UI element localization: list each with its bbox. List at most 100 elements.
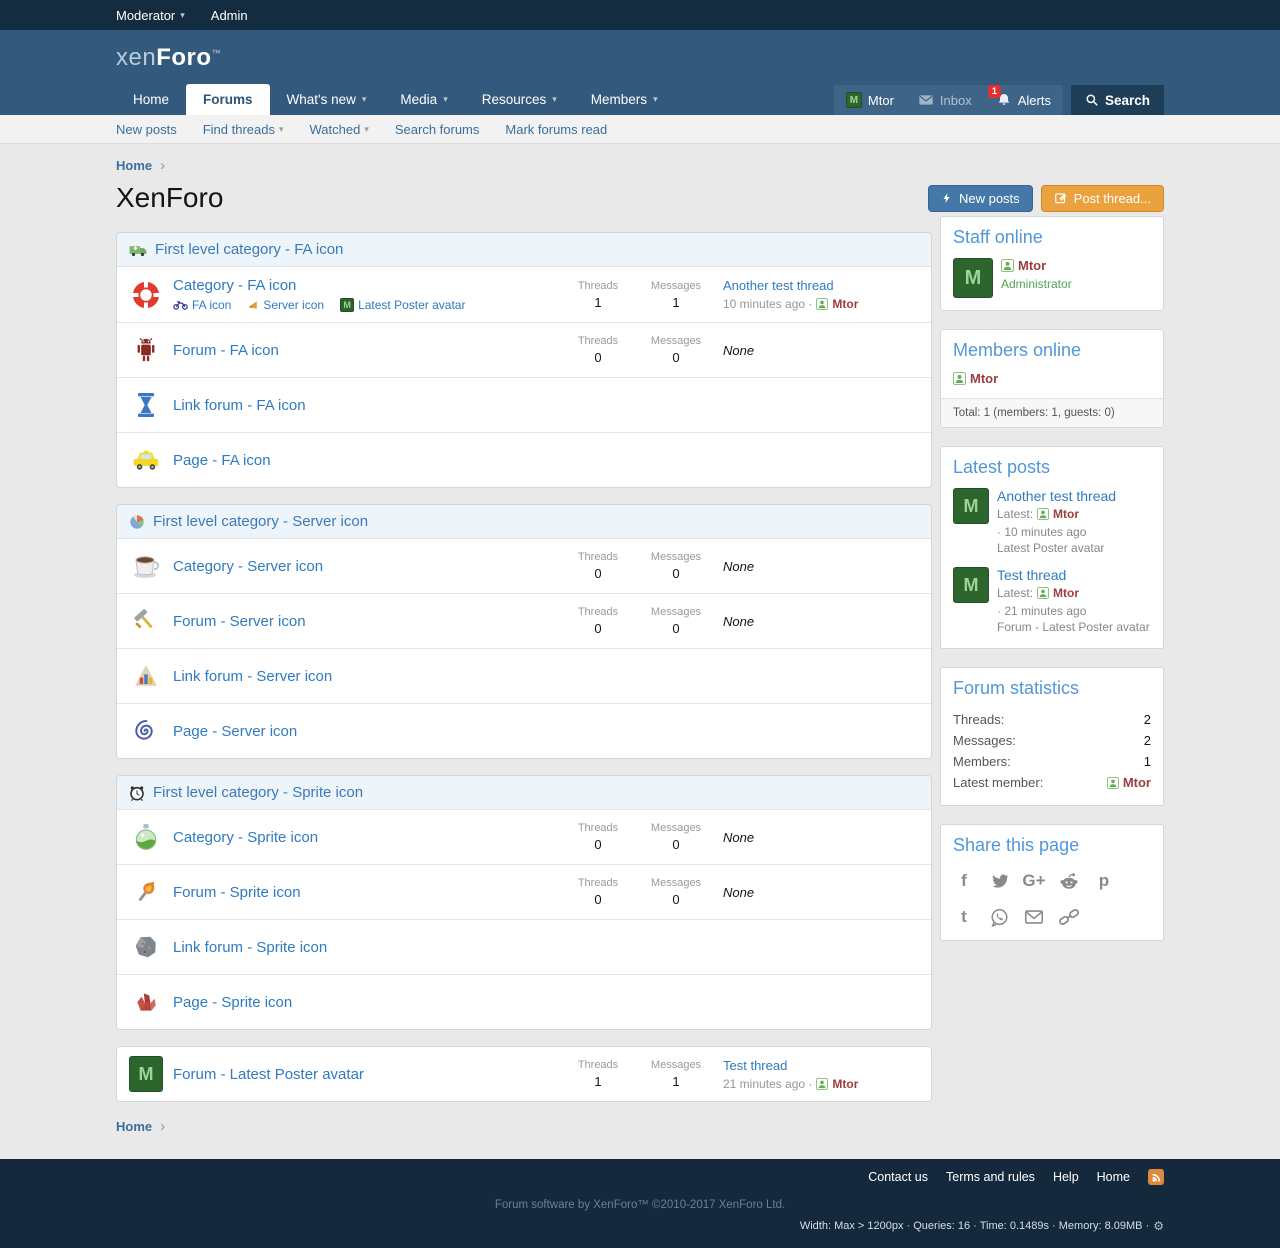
google-plus-icon[interactable]: G+ <box>1022 871 1046 890</box>
taxi-icon <box>129 443 163 477</box>
tumblr-icon[interactable]: t <box>961 907 967 926</box>
avatar[interactable]: M <box>953 258 993 298</box>
inbox-tab[interactable]: Inbox <box>905 85 984 115</box>
ambulance-icon <box>129 243 147 257</box>
latest-post-link[interactable]: Another test thread <box>997 488 1117 504</box>
reddit-icon[interactable] <box>1058 870 1080 892</box>
threads-stat: Threads 0 <box>577 822 619 852</box>
sub-forum-link[interactable]: Server icon <box>247 298 324 312</box>
username-link[interactable]: Mtor <box>832 297 859 311</box>
pie-chart-icon <box>129 514 145 530</box>
horn-icon <box>247 299 259 311</box>
subnav-mark-forums-read[interactable]: Mark forums read <box>505 121 608 137</box>
username-link[interactable]: Mtor <box>1018 258 1047 273</box>
new-posts-button[interactable]: New posts <box>927 184 1033 212</box>
subnav-watched[interactable]: Watched ▾ <box>309 121 369 137</box>
node-title-link[interactable]: Forum - Sprite icon <box>173 883 301 901</box>
category-block-header: First level category - Server icon <box>117 505 931 539</box>
admin-link[interactable]: Admin <box>210 7 248 23</box>
nav-tab-home[interactable]: Home <box>133 92 170 107</box>
node-title-link[interactable]: Category - Server icon <box>173 557 324 575</box>
post-thread-button[interactable]: Post thread... <box>1040 184 1164 212</box>
node-title-link[interactable]: Link forum - Sprite icon <box>173 938 328 956</box>
username-link[interactable]: Mtor <box>1053 586 1080 600</box>
link-icon[interactable] <box>1058 906 1080 928</box>
avatar[interactable]: M <box>953 567 989 603</box>
node-title-link[interactable]: Link forum - Server icon <box>173 667 333 685</box>
category-title-link[interactable]: First level category - FA icon <box>155 241 344 258</box>
node-title-link[interactable]: Page - Sprite icon <box>173 993 293 1011</box>
nav-tab-resources[interactable]: Resources ▾ <box>481 92 557 107</box>
node-title-link[interactable]: Category - Sprite icon <box>173 828 319 846</box>
email-icon[interactable] <box>1023 906 1045 928</box>
username-link[interactable]: Mtor <box>970 371 999 386</box>
subnav-new-posts[interactable]: New posts <box>116 121 177 137</box>
username-link[interactable]: Mtor <box>832 1076 859 1091</box>
xenforo-logo[interactable]: xenForo™ <box>116 44 222 71</box>
breadcrumb: Home › <box>116 157 1164 174</box>
last-post-link[interactable]: Test thread <box>723 1057 788 1073</box>
nav-tab-forums[interactable]: Forums <box>186 84 270 115</box>
category-title-link[interactable]: First level category - Sprite icon <box>153 784 364 801</box>
stat-row: Messages: 2 <box>953 733 1151 748</box>
username-link[interactable]: Mtor <box>1122 775 1151 790</box>
forum-row: Page - Sprite icon <box>117 974 931 1029</box>
search-button[interactable]: Search <box>1070 85 1164 115</box>
node-title-link[interactable]: Page - Server icon <box>173 722 298 740</box>
node-title-link[interactable]: Forum - Latest Poster avatar <box>173 1065 364 1083</box>
username-link[interactable]: Mtor <box>1053 507 1080 521</box>
subnav-find-threads[interactable]: Find threads ▾ <box>202 121 284 137</box>
account-tab[interactable]: M Mtor <box>833 85 906 115</box>
chevron-down-icon: ▾ <box>364 123 369 134</box>
node-title-link[interactable]: Link forum - FA icon <box>173 396 306 414</box>
latest-post-link[interactable]: Test thread <box>997 567 1067 583</box>
nav-tab-whats-new[interactable]: What's new ▾ <box>286 92 367 107</box>
alerts-tab[interactable]: 1 Alerts <box>983 85 1063 115</box>
search-icon <box>1085 93 1099 107</box>
contact-us-link[interactable]: Contact us <box>868 1170 928 1184</box>
header: xenForo™ Home Forums What's new ▾ Media ▾ … <box>0 30 1280 115</box>
breadcrumb-home[interactable]: Home <box>116 1119 153 1134</box>
none-label: None <box>723 884 755 900</box>
nav-tab-media[interactable]: Media ▾ <box>400 92 448 107</box>
pinterest-icon[interactable]: p <box>1098 871 1110 890</box>
sub-forum-link[interactable]: M Latest Poster avatar <box>340 298 465 312</box>
widget-title: Members online <box>953 340 1082 360</box>
admin-bar: Moderator ▾ Admin <box>0 0 1280 30</box>
node-title-link[interactable]: Forum - FA icon <box>173 341 279 359</box>
gear-icon[interactable]: ⚙ <box>1153 1219 1164 1233</box>
rock-icon <box>129 930 163 964</box>
rss-icon[interactable] <box>1148 1169 1164 1185</box>
latest-posts-widget: Latest posts M Another test thread Lates… <box>940 446 1164 649</box>
breadcrumb-home[interactable]: Home <box>116 158 153 173</box>
avatar[interactable]: M <box>953 488 989 524</box>
node-title-link[interactable]: Page - FA icon <box>173 451 271 469</box>
list-item: M Another test thread Latest: Mtor · 10 … <box>953 488 1151 555</box>
facebook-icon[interactable]: f <box>961 871 967 890</box>
chart-swatch-icon <box>129 659 163 693</box>
spiral-icon <box>129 714 163 748</box>
forum-statistics-widget: Forum statistics Threads: 2 Messages: 2 Me… <box>940 667 1164 806</box>
sub-forum-link[interactable]: FA icon <box>173 298 231 312</box>
threads-stat: Threads 1 <box>577 1059 619 1089</box>
last-post-link[interactable]: Another test thread <box>723 278 834 293</box>
widget-title: Share this page <box>953 835 1080 855</box>
moderator-menu[interactable]: Moderator ▾ <box>116 8 185 23</box>
node-title-link[interactable]: Category - FA icon <box>173 277 297 294</box>
home-link[interactable]: Home <box>1096 1170 1130 1184</box>
terms-link[interactable]: Terms and rules <box>946 1170 1035 1184</box>
forum-row: Forum - Server icon Threads 0 Messages 0 N… <box>117 593 931 648</box>
help-link[interactable]: Help <box>1052 1170 1079 1184</box>
none-label: None <box>723 558 755 574</box>
subnav-search-forums[interactable]: Search forums <box>394 121 480 137</box>
threads-stat: Threads 0 <box>577 551 619 581</box>
list-item: M Test thread Latest: Mtor · 21 minutes … <box>953 567 1151 634</box>
node-title-link[interactable]: Forum - Server icon <box>173 612 306 630</box>
nav-tab-members[interactable]: Members ▾ <box>590 92 658 107</box>
twitter-icon[interactable] <box>988 870 1010 892</box>
copyright: Forum software by XenForo™ ©2010-2017 Xe… <box>494 1199 786 1211</box>
subnav: New posts Find threads ▾ Watched ▾ Search … <box>0 115 1280 144</box>
category-title-link[interactable]: First level category - Server icon <box>153 513 369 530</box>
chevron-down-icon: ▾ <box>653 94 658 104</box>
whatsapp-icon[interactable] <box>988 906 1010 928</box>
